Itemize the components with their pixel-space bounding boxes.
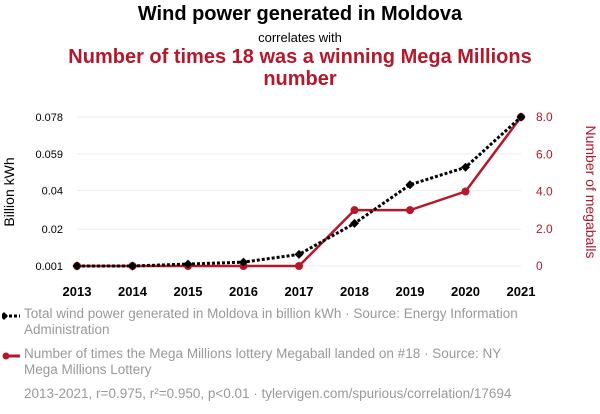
x-tick-label: 2019 [396, 284, 425, 299]
x-tick-label: 2018 [340, 284, 369, 299]
legend-text-series1: Total wind power generated in Moldova in… [24, 306, 518, 337]
x-tick-label: 2014 [118, 284, 148, 299]
series1-point [72, 261, 82, 271]
x-axis-ticks: 2013 2014 2015 2016 2017 2018 2019 2020 2021 [63, 284, 536, 299]
right-tick-label: 6.0 [536, 147, 553, 161]
x-tick-label: 2015 [174, 284, 203, 299]
right-tick-label: 0 [536, 259, 543, 273]
left-axis-ticks: 0.001 0.02 0.04 0.059 0.078 [35, 112, 63, 273]
series1-point [294, 249, 304, 259]
series2-point [461, 187, 470, 196]
left-tick-label: 0.02 [42, 224, 63, 236]
x-tick-label: 2016 [229, 284, 258, 299]
left-tick-label: 0.078 [35, 112, 63, 124]
right-tick-label: 4.0 [536, 185, 553, 199]
chart-title: Wind power generated in Moldova [137, 3, 463, 25]
left-tick-label: 0.04 [42, 186, 63, 198]
series1-point [405, 180, 415, 190]
series-line-1 [77, 115, 523, 268]
series1-point [461, 162, 470, 172]
legend-text-series2: Number of times the Mega Millions lotter… [24, 346, 501, 377]
series-line-2 [77, 116, 523, 268]
series1-point [350, 218, 359, 228]
series1-point [239, 257, 248, 267]
x-tick-label: 2013 [63, 284, 92, 299]
gridlines [77, 116, 521, 267]
right-tick-label: 8.0 [536, 110, 553, 124]
y-axis-left-label: Billion kWh [1, 157, 17, 226]
series2-point [350, 206, 359, 215]
series1-point [128, 261, 137, 271]
series2-point [295, 262, 303, 270]
right-tick-label: 2.0 [536, 222, 553, 236]
left-tick-label: 0.059 [35, 149, 63, 161]
x-tick-label: 2021 [507, 284, 536, 299]
series-layer [72, 112, 526, 271]
legend-marker-series1 [2, 312, 20, 320]
correlates-caption: correlates with [258, 30, 342, 45]
chart-subtitle: Number of times 18 was a winning Mega Mi… [68, 46, 532, 90]
x-tick-label: 2020 [451, 284, 480, 299]
footer-caption: 2013-2021, r=0.975, r²=0.950, p<0.01 · t… [24, 386, 512, 401]
x-tick-label: 2017 [285, 284, 314, 299]
series1-point [183, 259, 193, 269]
legend-marker-series2 [2, 352, 20, 360]
right-axis-ticks: 0 2.0 4.0 6.0 8.0 [536, 110, 553, 273]
y-axis-right-label: Number of megaballs [583, 125, 599, 258]
left-tick-label: 0.001 [35, 261, 63, 273]
chart-plot: 2013 2014 2015 2016 2017 2018 2019 2020 2021 0.0… [1, 110, 599, 299]
series1-point [516, 112, 526, 122]
series2-point [406, 206, 414, 215]
